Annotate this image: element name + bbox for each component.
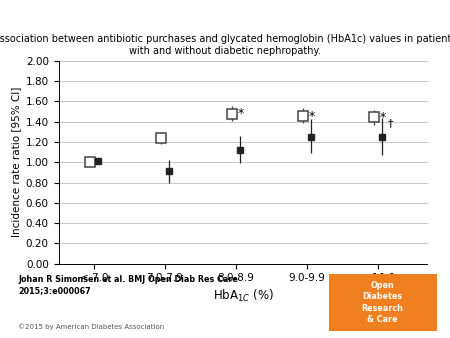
Text: *: * (237, 107, 243, 120)
Text: *: * (379, 111, 386, 123)
Y-axis label: Incidence rate ratio [95% CI]: Incidence rate ratio [95% CI] (12, 87, 22, 237)
X-axis label: HbA$_{1C}$ (%): HbA$_{1C}$ (%) (212, 288, 274, 304)
Text: Johan R Simonsen et al. BMJ Open Diab Res Care
2015;3:e000067: Johan R Simonsen et al. BMJ Open Diab Re… (18, 275, 238, 295)
Text: *: * (308, 110, 315, 122)
Text: †: † (388, 119, 393, 129)
Text: ©2015 by American Diabetes Association: ©2015 by American Diabetes Association (18, 323, 164, 330)
Text: Open
Diabetes
Research
& Care: Open Diabetes Research & Care (361, 281, 404, 324)
Text: Association between antibiotic purchases and glycated hemoglobin (HbA1c) values : Association between antibiotic purchases… (0, 34, 450, 56)
